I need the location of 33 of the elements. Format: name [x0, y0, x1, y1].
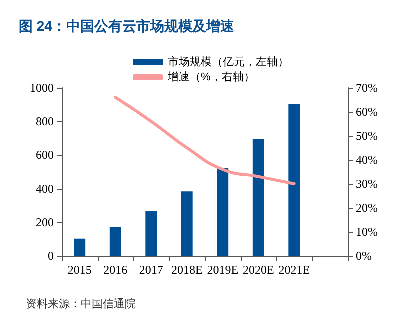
x-tick-label: 2021E — [278, 263, 310, 277]
y2-tick-label: 40% — [356, 153, 378, 167]
bar — [146, 211, 158, 256]
bar — [74, 238, 86, 256]
y-tick-label: 1000 — [30, 81, 54, 95]
x-tick-label: 2017 — [139, 263, 164, 277]
y2-tick-label: 60% — [356, 105, 378, 119]
x-tick-label: 2019E — [207, 263, 239, 277]
y2-tick-label: 70% — [356, 81, 378, 95]
x-tick-label: 2020E — [242, 263, 274, 277]
legend-label: 市场规模（亿元，左轴） — [168, 56, 289, 68]
bar — [110, 227, 122, 256]
bar — [288, 104, 300, 256]
text: 资料来源：中国信通院 — [26, 298, 136, 310]
line-series — [114, 96, 296, 186]
legend-label: 增速（%，右轴） — [167, 70, 255, 84]
y-tick-label: 600 — [36, 148, 54, 162]
chart-title: 图 24：中国公有云市场规模及增速 — [19, 18, 236, 34]
y-tick-label: 800 — [36, 114, 54, 129]
y2-tick-label: 10% — [356, 225, 378, 239]
y2-tick-label: 50% — [356, 129, 378, 143]
y-tick-label: 400 — [36, 182, 54, 196]
x-tick-label: 2015 — [68, 263, 92, 277]
x-tick-label: 2016 — [104, 263, 128, 277]
bar — [217, 168, 229, 256]
y-tick-label: 200 — [36, 215, 54, 230]
bar — [252, 139, 264, 256]
x-tick-label: 2018E — [171, 263, 203, 277]
y2-tick-label: 30% — [356, 177, 378, 191]
y-tick-label: 0 — [48, 249, 54, 263]
y2-tick-label: 0% — [356, 249, 372, 263]
bar — [181, 192, 193, 256]
y2-tick-label: 20% — [356, 201, 378, 215]
